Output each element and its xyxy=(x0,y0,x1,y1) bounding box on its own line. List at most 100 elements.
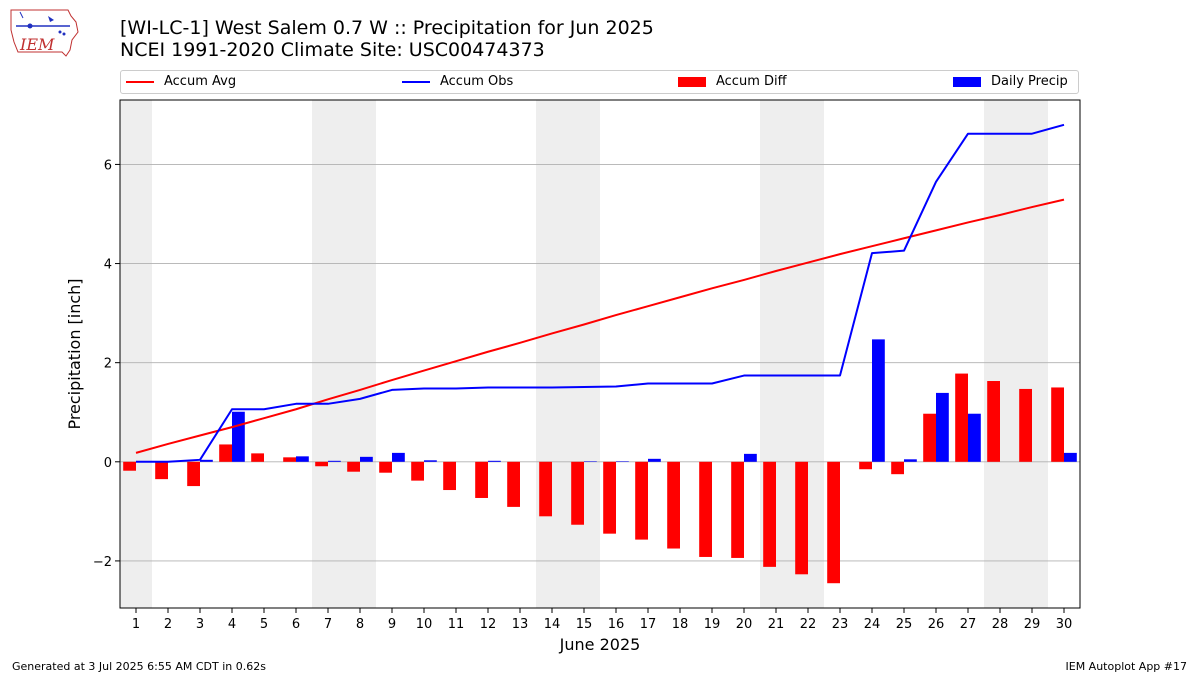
x-tick-label-30: 30 xyxy=(1056,617,1073,632)
app-credit: IEM Autoplot App #17 xyxy=(1065,660,1188,673)
daily-precip-bar-day-10 xyxy=(424,460,437,462)
legend-label-accum-diff: Accum Diff xyxy=(716,74,787,89)
accum-diff-bar-day-15 xyxy=(571,461,584,525)
x-tick-label-2: 2 xyxy=(164,617,172,632)
weekend-shade-day-8 xyxy=(344,100,376,608)
y-axis-label: Precipitation [inch] xyxy=(65,278,84,429)
y-tick-label--2: −2 xyxy=(93,555,112,570)
accum-diff-bar-day-29 xyxy=(1019,388,1032,462)
x-tick-label-22: 22 xyxy=(800,617,817,632)
daily-precip-bar-day-24 xyxy=(872,339,885,462)
accum-diff-bar-day-10 xyxy=(411,461,424,481)
accum-diff-bar-day-28 xyxy=(987,381,1000,462)
daily-precip-bar-day-3 xyxy=(200,459,213,462)
x-tick-label-1: 1 xyxy=(132,617,140,632)
legend-swatch-accum-obs xyxy=(402,80,430,83)
accum-diff-bar-day-22 xyxy=(795,461,808,575)
legend-item-accum-diff: Accum Diff xyxy=(678,74,787,89)
x-tick-label-18: 18 xyxy=(672,617,689,632)
x-tick-label-25: 25 xyxy=(896,617,913,632)
logo-text: IEM xyxy=(19,35,55,54)
x-tick-label-9: 9 xyxy=(388,617,396,632)
x-axis-label: June 2025 xyxy=(559,635,641,654)
x-tick-label-13: 13 xyxy=(512,617,529,632)
accum-diff-bar-day-2 xyxy=(155,461,168,480)
x-tick-label-27: 27 xyxy=(960,617,977,632)
x-tick-label-28: 28 xyxy=(992,617,1009,632)
chart-title: [WI-LC-1] West Salem 0.7 W :: Precipitat… xyxy=(120,17,654,61)
chart-title-line1: [WI-LC-1] West Salem 0.7 W :: Precipitat… xyxy=(120,17,654,39)
daily-precip-bar-day-7 xyxy=(328,460,341,462)
accum-diff-bar-day-20 xyxy=(731,461,744,558)
x-tick-label-24: 24 xyxy=(864,617,881,632)
daily-precip-bar-day-6 xyxy=(296,456,309,462)
x-tick-label-8: 8 xyxy=(356,617,364,632)
daily-precip-bar-day-30 xyxy=(1064,452,1077,462)
x-tick-label-16: 16 xyxy=(608,617,625,632)
y-tick-label-0: 0 xyxy=(104,456,112,471)
y-tick-label-6: 6 xyxy=(104,158,112,173)
bars xyxy=(123,339,1077,584)
accum-diff-bar-day-9 xyxy=(379,461,392,473)
generated-timestamp: Generated at 3 Jul 2025 6:55 AM CDT in 0… xyxy=(12,660,266,673)
x-tick-label-15: 15 xyxy=(576,617,593,632)
x-tick-label-20: 20 xyxy=(736,617,753,632)
accum-diff-bar-day-8 xyxy=(347,461,360,472)
accum-diff-bar-day-4 xyxy=(219,444,232,462)
daily-precip-bar-day-26 xyxy=(936,392,949,462)
accum-diff-bar-day-5 xyxy=(251,453,264,462)
x-tick-label-12: 12 xyxy=(480,617,497,632)
legend-label-daily-precip: Daily Precip xyxy=(991,74,1068,89)
accum-diff-bar-day-6 xyxy=(283,457,296,462)
weekend-shade-day-15 xyxy=(568,100,600,608)
gridlines xyxy=(120,164,1080,562)
accum-diff-bar-day-27 xyxy=(955,373,968,462)
accum-diff-bar-day-25 xyxy=(891,461,904,475)
x-tick-label-21: 21 xyxy=(768,617,785,632)
weekend-shade-day-29 xyxy=(1016,100,1048,608)
daily-precip-bar-day-20 xyxy=(744,453,757,462)
legend-item-daily-precip: Daily Precip xyxy=(953,74,1068,89)
x-tick-label-11: 11 xyxy=(448,617,465,632)
daily-precip-bar-day-4 xyxy=(232,411,245,462)
lines xyxy=(135,123,1065,463)
accum-diff-bar-day-23 xyxy=(827,461,840,584)
daily-precip-bar-day-8 xyxy=(360,456,373,462)
accum-diff-bar-day-16 xyxy=(603,461,616,534)
daily-precip-bar-day-27 xyxy=(968,413,981,462)
legend-item-accum-avg: Accum Avg xyxy=(126,74,236,89)
accum-diff-bar-day-3 xyxy=(187,461,200,487)
x-tick-label-4: 4 xyxy=(228,617,236,632)
y-tick-label-2: 2 xyxy=(104,357,112,372)
accum-diff-bar-day-18 xyxy=(667,461,680,549)
accum-diff-bar-day-12 xyxy=(475,461,488,498)
legend-swatch-daily-precip xyxy=(953,76,981,87)
accum-diff-bar-day-14 xyxy=(539,461,552,517)
plot-frame xyxy=(119,99,1081,609)
accum-diff-bar-day-1 xyxy=(123,461,136,471)
accum-diff-bar-day-11 xyxy=(443,461,456,491)
daily-precip-bar-day-9 xyxy=(392,452,405,462)
weekend-shading xyxy=(120,100,1048,608)
daily-precip-bar-day-12 xyxy=(488,460,501,462)
daily-precip-bar-day-25 xyxy=(904,459,917,462)
x-tick-label-10: 10 xyxy=(416,617,433,632)
chart-legend: Accum Avg Accum Obs Accum Diff Daily Pre… xyxy=(120,70,1079,94)
weekend-shade-day-14 xyxy=(536,100,568,608)
legend-swatch-accum-diff xyxy=(678,76,706,87)
legend-label-accum-avg: Accum Avg xyxy=(164,74,237,89)
iem-logo: IEM xyxy=(10,9,79,57)
x-tick-label-5: 5 xyxy=(260,617,268,632)
y-tick-label-4: 4 xyxy=(104,258,112,273)
x-tick-label-26: 26 xyxy=(928,617,945,632)
x-tick-label-23: 23 xyxy=(832,617,849,632)
accum-diff-bar-day-19 xyxy=(699,461,712,557)
x-tick-label-29: 29 xyxy=(1024,617,1041,632)
x-tick-label-7: 7 xyxy=(324,617,332,632)
x-tick-label-14: 14 xyxy=(544,617,561,632)
x-tick-label-19: 19 xyxy=(704,617,721,632)
weekend-shade-day-1 xyxy=(120,100,152,608)
x-tick-label-17: 17 xyxy=(640,617,657,632)
